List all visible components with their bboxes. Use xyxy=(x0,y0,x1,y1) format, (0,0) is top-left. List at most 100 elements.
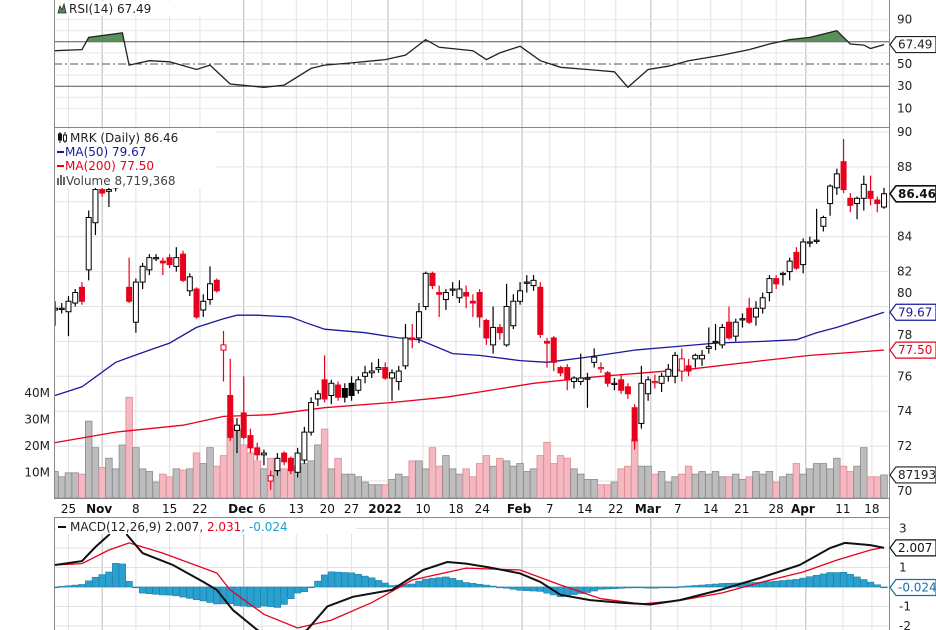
macd-histogram-bar xyxy=(860,579,868,588)
volume-bar xyxy=(85,420,93,498)
price-legend: MRK (Daily) 86.46 MA(50) 79.67 MA(200) 7… xyxy=(56,129,216,188)
candle xyxy=(294,447,301,478)
volume-bar xyxy=(132,447,140,498)
volume-bar xyxy=(806,468,814,498)
macd-histogram-bar xyxy=(105,571,113,588)
ma200-value-tag: 77.50 xyxy=(889,341,936,359)
macd-histogram-bar xyxy=(523,586,531,591)
macd-histogram-bar xyxy=(64,585,73,588)
macd-histogram-bar xyxy=(833,572,841,588)
macd-histogram-bar xyxy=(287,586,295,599)
price-axis-label: 70 xyxy=(897,484,912,498)
macd-histogram-bar xyxy=(159,586,167,596)
candle xyxy=(200,294,207,317)
volume-bar xyxy=(826,468,834,498)
macd-histogram-bar xyxy=(462,582,470,588)
volume-bar xyxy=(705,473,713,498)
volume-bar xyxy=(880,474,888,498)
x-tick-label: 24 xyxy=(475,502,490,516)
price-axis-label: 88 xyxy=(897,160,912,174)
candle xyxy=(631,404,638,450)
volume-bar xyxy=(186,468,194,498)
candle xyxy=(78,282,85,305)
x-tick-label: 22 xyxy=(608,502,623,516)
ma200-line xyxy=(54,349,885,444)
macd-histogram-bar xyxy=(334,571,342,588)
macd-histogram-bar xyxy=(678,586,686,588)
volume-bar xyxy=(206,447,214,498)
candle xyxy=(672,351,679,384)
volume-bar xyxy=(145,471,154,498)
candle xyxy=(840,138,847,194)
candle xyxy=(362,365,369,384)
volume-bar xyxy=(341,473,349,498)
macd-axis-label: 1 xyxy=(899,561,907,575)
macd-histogram-bar xyxy=(186,586,194,599)
volume-bar xyxy=(314,444,322,498)
candle xyxy=(254,442,261,461)
macd-histogram-bar xyxy=(98,574,106,588)
macd-histogram-bar xyxy=(442,576,450,588)
candle xyxy=(281,451,288,466)
rsi-value-tag-text: 67.49 xyxy=(898,38,932,52)
x-tick-label: Feb xyxy=(507,502,532,516)
candle xyxy=(847,193,854,213)
macd-histogram-bar xyxy=(294,586,302,594)
ma50-value-tag: 79.67 xyxy=(889,303,936,321)
volume-bar xyxy=(664,481,673,498)
candle xyxy=(415,303,422,344)
volume-bar xyxy=(442,455,450,498)
volume-bar xyxy=(583,479,592,498)
candle xyxy=(173,247,180,272)
x-tick-label: 2022 xyxy=(368,502,401,516)
volume-bar xyxy=(71,472,79,498)
candle xyxy=(449,282,456,297)
candle xyxy=(685,358,692,377)
volume-bar xyxy=(570,468,578,498)
ma200-value-tag-text: 77.50 xyxy=(898,343,932,357)
macd-histogram-bar xyxy=(637,586,645,589)
macd-histogram-bar xyxy=(327,571,335,588)
macd-histogram-bar xyxy=(482,584,490,588)
volume-bar xyxy=(684,465,693,498)
x-tick-label: 11 xyxy=(835,502,850,516)
candle xyxy=(881,187,888,209)
candle xyxy=(368,362,375,379)
volume-bar xyxy=(509,465,518,498)
volume-bars xyxy=(54,396,888,498)
price-axis-label: 84 xyxy=(897,230,912,244)
volume-bar xyxy=(78,473,86,498)
ma50-line xyxy=(54,311,885,397)
volume-bar xyxy=(624,465,632,498)
volume-bar xyxy=(718,476,726,498)
volume-bar xyxy=(792,463,801,498)
x-tick-label: 22 xyxy=(192,502,207,516)
macd-histogram-bar xyxy=(408,583,416,588)
volume-bar xyxy=(536,455,544,498)
x-tick-label: 14 xyxy=(703,502,718,516)
volume-bar xyxy=(421,468,430,498)
volume-bar xyxy=(785,473,794,498)
x-tick-label: Dec xyxy=(228,502,253,516)
candle xyxy=(402,323,409,370)
macd-histogram-value: , -0.024 xyxy=(241,520,287,534)
volume-bar xyxy=(725,476,733,498)
volume-bar xyxy=(138,468,147,498)
macd-histogram-bar xyxy=(516,586,524,591)
volume-bar xyxy=(58,476,66,498)
volume-bar xyxy=(469,476,477,498)
candle xyxy=(395,365,402,391)
macd-histogram-bar xyxy=(718,583,726,588)
candle xyxy=(806,236,813,248)
candle xyxy=(207,266,214,305)
candle xyxy=(537,282,544,338)
volume-bar xyxy=(91,447,100,498)
macd-histogram-bar xyxy=(341,572,349,588)
volume-bar xyxy=(846,471,855,498)
macd-value-tag: 2.007 xyxy=(889,539,936,557)
volume-axis-label: 10M xyxy=(24,466,50,480)
candle xyxy=(739,313,746,328)
candle xyxy=(503,283,510,347)
volume-bar xyxy=(246,452,255,498)
y-axes: 905030109088848280787674727040M30M20M10M… xyxy=(24,13,912,630)
